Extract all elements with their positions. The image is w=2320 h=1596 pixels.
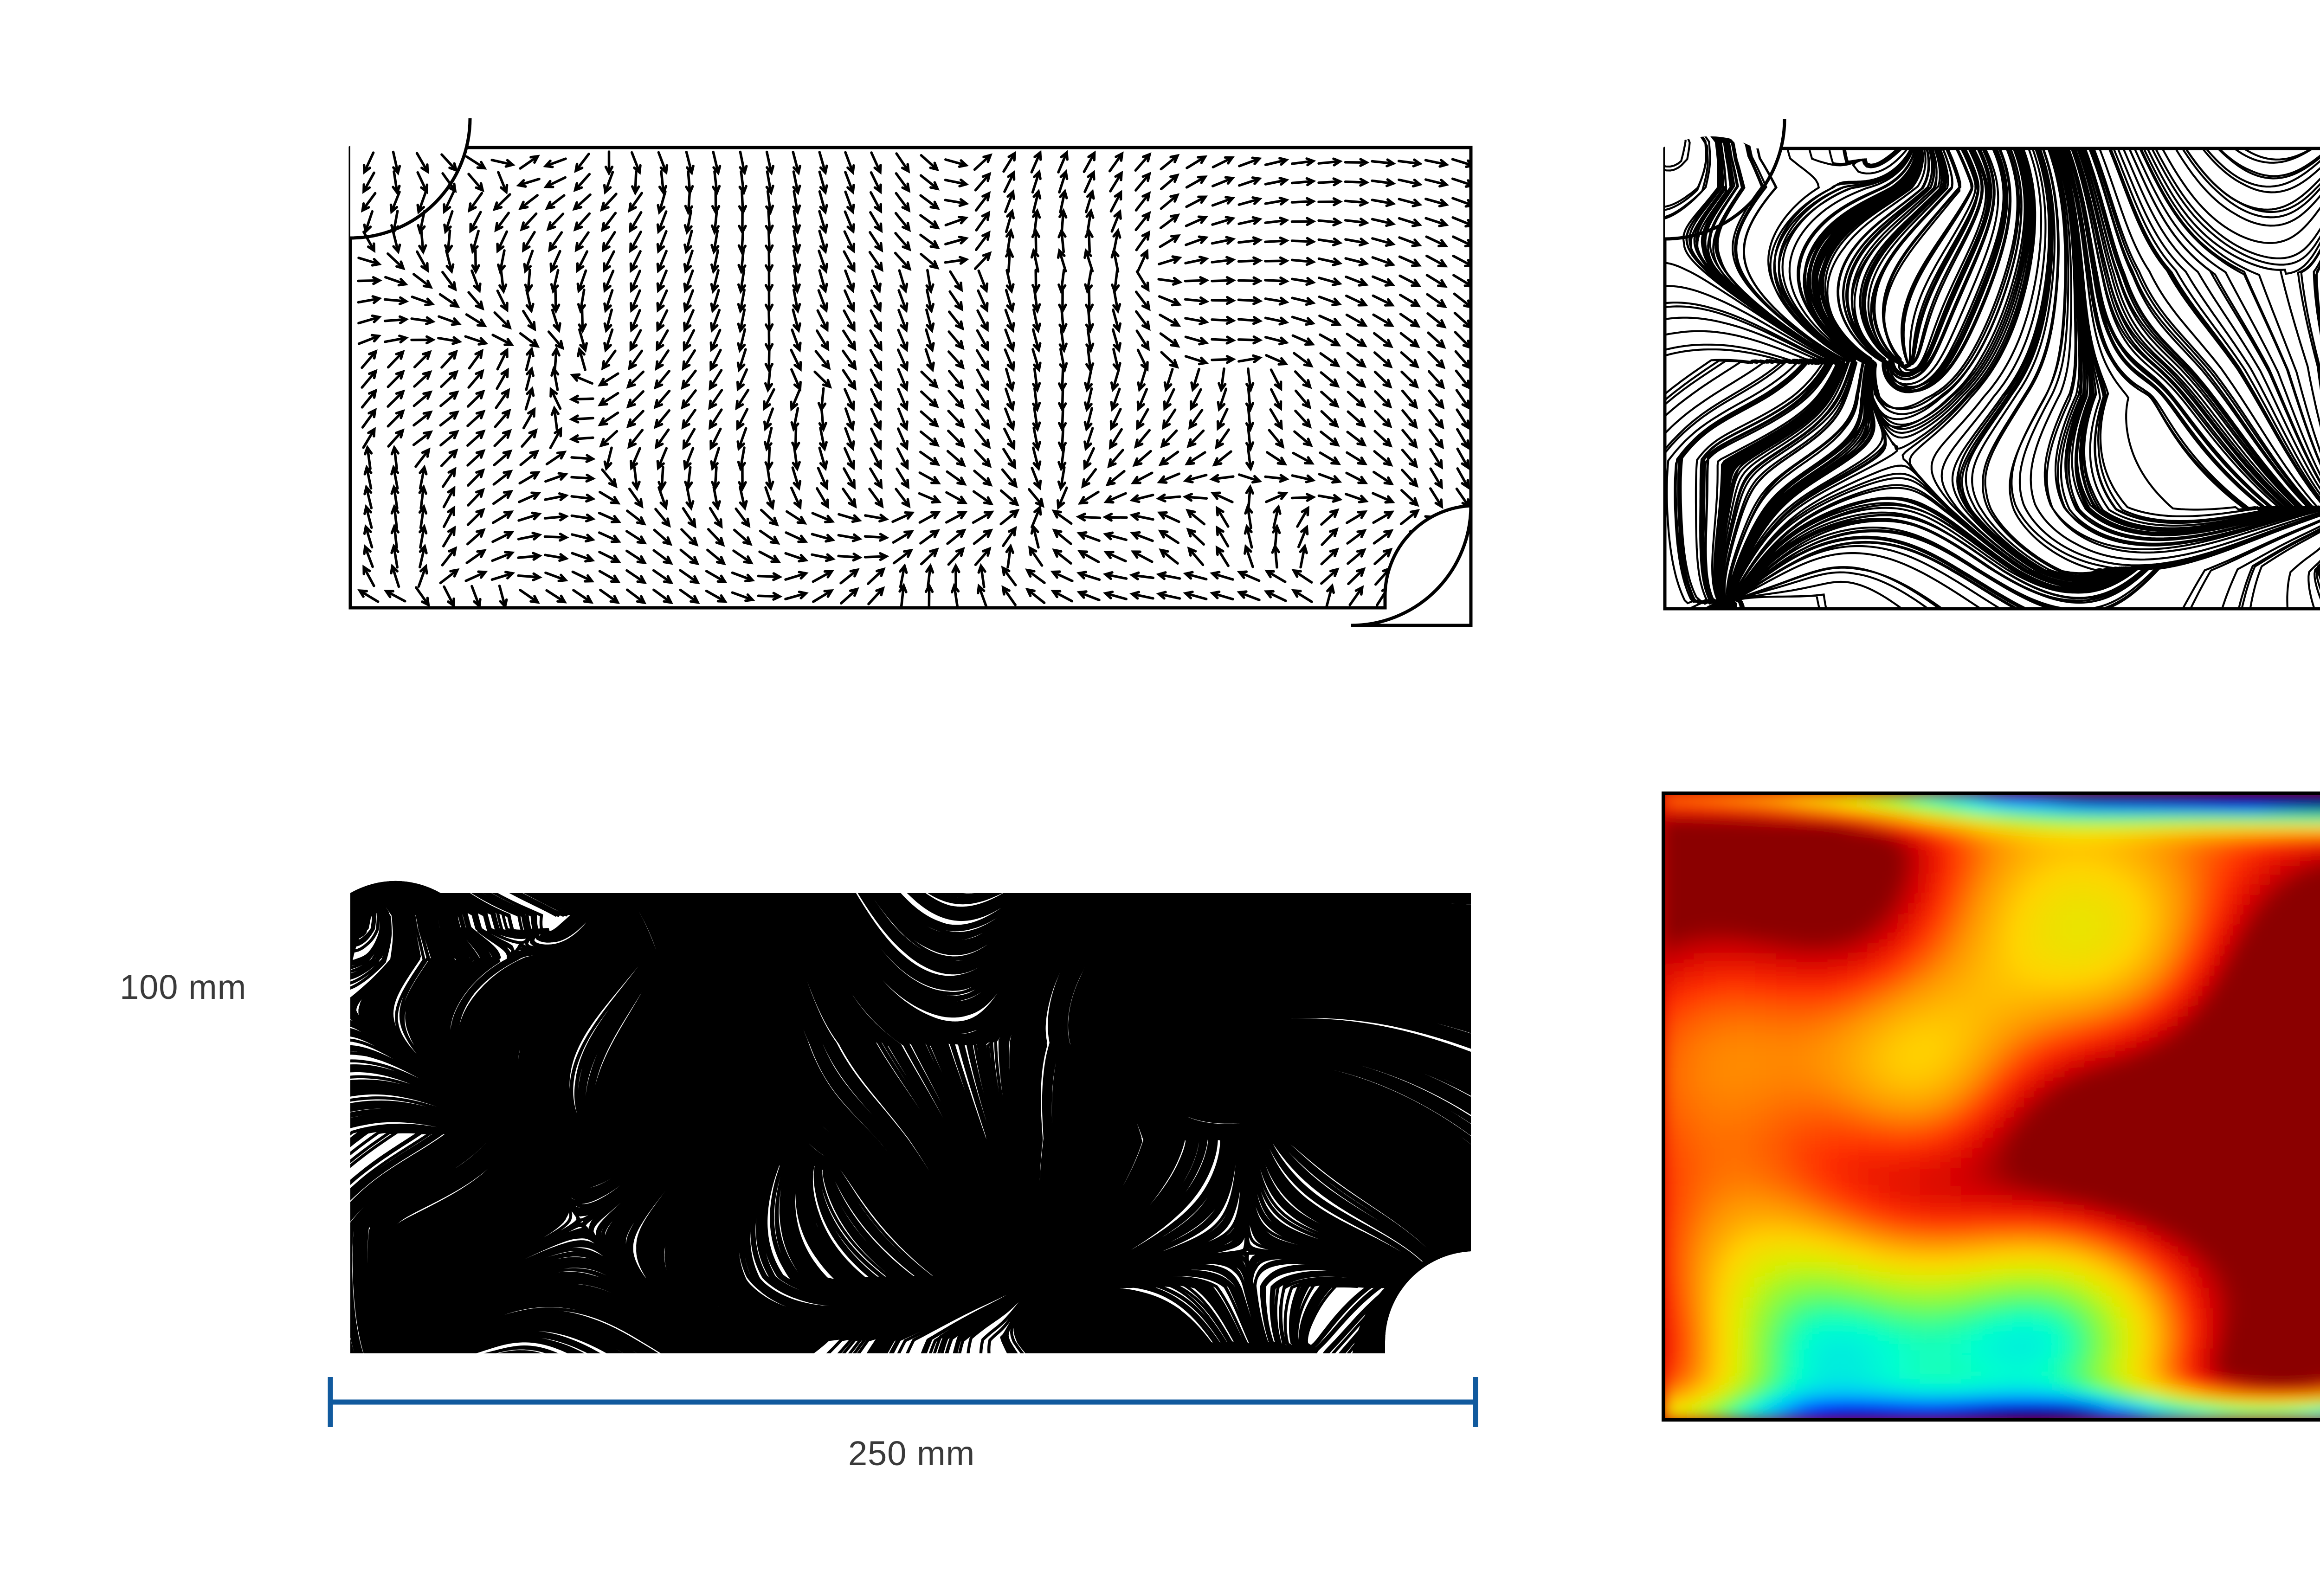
panel-principal-direction-field: [325, 93, 1531, 650]
height-dimension-label: 100 mm: [120, 967, 246, 1007]
width-dimension-label: 250 mm: [848, 1434, 975, 1473]
arrow-glyphs: [358, 152, 1473, 607]
streamline-svg: [1643, 97, 2320, 654]
arrow-glyph-group: [358, 152, 1473, 607]
width-dimension-line: [330, 1377, 810, 1427]
panel-stress-magnitude-heatmap: [1643, 770, 2320, 1466]
dimension-annotations: [0, 858, 1021, 1485]
dimension-svg: [0, 858, 1021, 1485]
vector-field-svg: [325, 93, 1531, 650]
heatmap-svg: [1643, 770, 2320, 1466]
panel-streamline-trajectories: [1643, 97, 2320, 654]
heatmap-field-group: [1663, 793, 2320, 1420]
